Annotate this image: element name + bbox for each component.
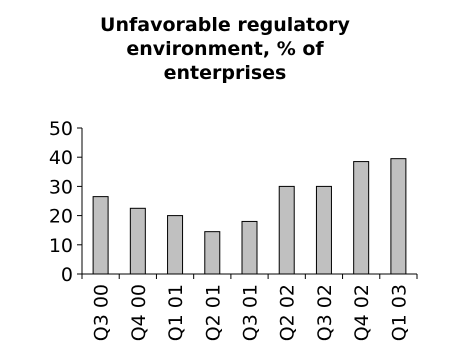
x-category-label: Q3 00	[91, 284, 113, 341]
x-category-label: Q4 02	[351, 284, 373, 341]
x-category-label: Q2 02	[277, 284, 299, 341]
chart-title-line-1: Unfavorable regulatory	[100, 14, 351, 36]
x-category-label: Q1 01	[165, 284, 187, 341]
chart-title-line-3: enterprises	[164, 62, 287, 84]
y-tick-label: 0	[61, 264, 73, 286]
bar	[353, 161, 370, 275]
bar	[167, 215, 184, 275]
bar	[278, 185, 295, 275]
bar	[129, 207, 146, 275]
x-category-label: Q3 01	[240, 284, 262, 341]
y-tick-label: 30	[49, 176, 73, 198]
y-tick-label: 10	[49, 235, 73, 257]
x-category-label: Q1 03	[388, 284, 410, 341]
chart-title-line-2: environment, % of	[126, 38, 324, 60]
bar	[390, 158, 407, 275]
bar	[92, 196, 109, 275]
plot-area: 0 10 20 30 40 50 Q3 00 Q4 00 Q1 01 Q2 01 Q3 01 Q2 0…	[49, 118, 418, 341]
bar	[241, 220, 258, 275]
y-tick-label: 20	[49, 206, 73, 228]
y-tick-label: 50	[49, 118, 73, 140]
chart-title: Unfavorable regulatory environment, % of…	[100, 14, 351, 84]
bar	[315, 185, 332, 275]
x-category-label: Q2 01	[202, 284, 224, 341]
x-category-label: Q3 02	[314, 284, 336, 341]
x-category-label: Q4 00	[128, 284, 150, 341]
bar	[204, 231, 221, 275]
y-tick-label: 40	[49, 147, 73, 169]
